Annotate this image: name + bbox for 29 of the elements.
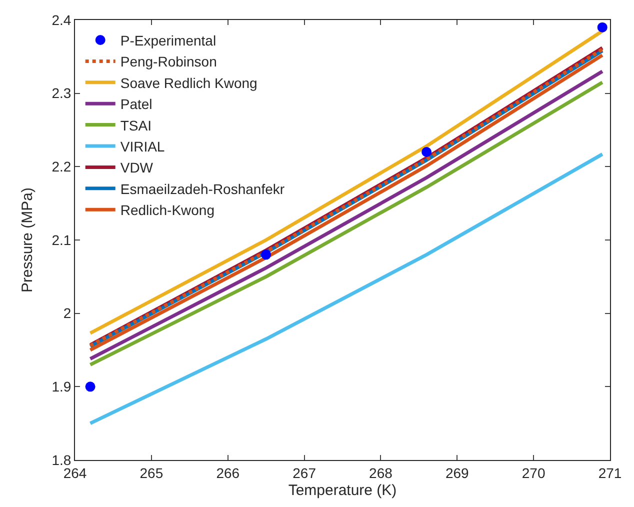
x-tick-label: 269: [445, 464, 470, 481]
legend-label: TSAI: [120, 117, 152, 134]
point: [597, 22, 608, 32]
legend-label: VDW: [120, 160, 154, 176]
x-tick-label: 266: [216, 464, 240, 481]
y-tick-label: 2.2: [52, 158, 72, 175]
x-axis-title: Temperature (K): [288, 482, 397, 499]
y-tick-label: 2.1: [52, 232, 72, 248]
point: [85, 382, 96, 392]
x-tick-label: 270: [522, 464, 546, 481]
line-series: [88, 152, 604, 426]
y-axis-title: Pressure (MPa): [18, 187, 36, 293]
x-tick-label: 265: [140, 464, 164, 481]
x-tick-label: 268: [369, 464, 393, 481]
point: [261, 250, 272, 260]
legend-label: Redlich-Kwong: [120, 202, 215, 218]
legend-label: Patel: [120, 96, 152, 112]
x-tick-label: 267: [292, 464, 316, 481]
y-tick-label: 2.4: [52, 12, 72, 28]
legend-label: Peng-Robinson: [120, 54, 217, 70]
y-tick-label: 2.3: [52, 85, 72, 102]
y-tick-label: 1.9: [52, 378, 72, 395]
x-tick-label: 271: [598, 464, 622, 481]
legend-label: Esmaeilzadeh-Roshanfekr: [120, 180, 285, 197]
legend-label: VIRIAL: [120, 138, 165, 154]
legend-label: Soave Redlich Kwong: [120, 74, 258, 91]
y-tick-label: 2: [63, 305, 72, 322]
point: [422, 147, 432, 157]
legend-label: P-Experimental: [120, 32, 216, 48]
